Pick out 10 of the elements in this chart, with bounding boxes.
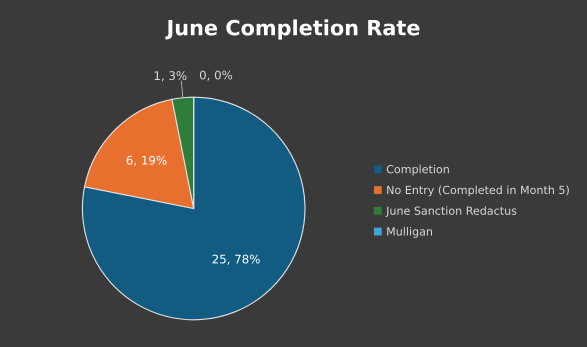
legend-label: Completion	[386, 164, 449, 176]
legend-label: Mulligan	[387, 227, 432, 238]
data-label: 1, 3%	[154, 71, 186, 82]
data-label: 25, 78%	[212, 254, 260, 265]
pie-slice	[82, 96, 306, 320]
chart-title: June Completion Rate	[165, 19, 420, 40]
text: 0, 0%	[200, 70, 232, 81]
legend-label: No Entry (Completed in Month 5)	[387, 186, 569, 196]
legend-label: June Sanction Redactus	[386, 206, 516, 217]
data-label: 6, 19%	[126, 156, 166, 166]
